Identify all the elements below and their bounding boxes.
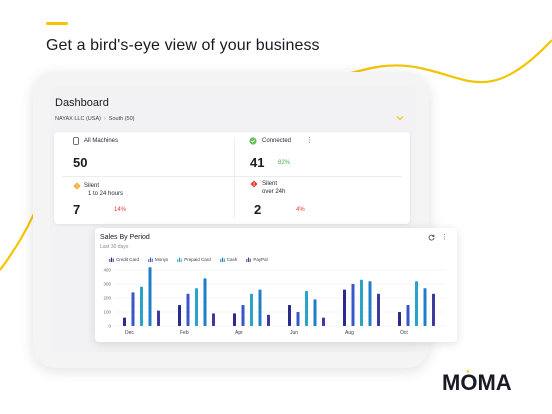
bar-cash-apr[interactable] bbox=[258, 289, 262, 326]
bar-credit-card-feb[interactable] bbox=[178, 305, 181, 326]
connected-label: Connected bbox=[262, 138, 292, 144]
chevron-right-icon: › bbox=[103, 116, 106, 122]
bar-prepaid-card-jun[interactable] bbox=[305, 291, 308, 326]
page-headline: Get a bird's-eye view of your business bbox=[46, 37, 320, 54]
bar-chart-icon bbox=[148, 257, 153, 262]
moma-logo: MOMA bbox=[442, 370, 512, 394]
silent-short-percent: 14% bbox=[114, 207, 127, 213]
bar-monyx-apr[interactable] bbox=[241, 305, 245, 326]
legend-item[interactable]: Credit Card bbox=[109, 257, 139, 262]
chart-legend: Credit Card Monyx Prepaid Card Cash PayPal bbox=[109, 257, 268, 262]
x-tick-label: Aug bbox=[345, 330, 354, 336]
bar-paypal-dec[interactable] bbox=[157, 310, 160, 326]
sales-subtitle: Last 30 days bbox=[100, 244, 129, 250]
silent-long-value[interactable]: 2 bbox=[254, 202, 262, 217]
y-tick-label: 100 bbox=[103, 310, 111, 315]
alert-diamond-icon bbox=[250, 180, 258, 188]
legend-label: Monyx bbox=[155, 257, 169, 262]
silent-long-label: Silent bbox=[262, 181, 278, 187]
bar-monyx-jun[interactable] bbox=[296, 312, 300, 326]
tablet-icon bbox=[73, 137, 79, 145]
legend-label: Prepaid Card bbox=[184, 257, 211, 262]
bar-cash-aug[interactable] bbox=[368, 281, 372, 326]
bar-cash-dec[interactable] bbox=[148, 267, 152, 326]
y-tick-label: 0 bbox=[108, 324, 111, 329]
legend-item[interactable]: Prepaid Card bbox=[177, 257, 211, 262]
divider bbox=[62, 176, 402, 177]
bar-prepaid-card-apr[interactable] bbox=[250, 293, 253, 326]
more-options-icon[interactable]: ⋮ bbox=[306, 137, 313, 144]
silent-short-value[interactable]: 7 bbox=[73, 202, 81, 217]
legend-item[interactable]: Monyx bbox=[148, 257, 168, 262]
bar-chart-icon bbox=[109, 257, 114, 262]
bar-credit-card-oct[interactable] bbox=[398, 312, 401, 326]
bar-cash-oct[interactable] bbox=[423, 288, 427, 326]
breadcrumb-item-region[interactable]: South (50) bbox=[108, 116, 135, 122]
warning-diamond-icon bbox=[73, 182, 81, 190]
bar-cash-feb[interactable] bbox=[203, 278, 207, 326]
machine-stats-card: All Machines 50 Connected ⋮ 41 82% Silen… bbox=[54, 132, 410, 224]
sales-bar-chart: 0 100 200 300 400 Dec Feb Apr Jun Aug Oct bbox=[103, 267, 445, 336]
bar-prepaid-card-oct[interactable] bbox=[415, 281, 418, 326]
x-tick-label: Jun bbox=[290, 330, 298, 336]
svg-text:MOMA: MOMA bbox=[442, 370, 512, 394]
bar-credit-card-jun[interactable] bbox=[288, 305, 291, 326]
silent-short-sublabel: 1 to 24 hours bbox=[88, 191, 124, 197]
bar-credit-card-dec[interactable] bbox=[123, 317, 126, 326]
chevron-down-icon[interactable] bbox=[395, 114, 405, 122]
refresh-icon[interactable] bbox=[428, 234, 435, 241]
sales-by-period-card: Sales By Period Last 30 days ⋮ Credit Ca… bbox=[95, 228, 457, 342]
bar-chart-icon bbox=[246, 257, 252, 262]
sales-actions: ⋮ bbox=[428, 234, 448, 241]
x-tick-label: Oct bbox=[400, 330, 408, 336]
dashboard-title: Dashboard bbox=[55, 97, 109, 109]
bar-credit-card-apr[interactable] bbox=[233, 313, 236, 326]
y-tick-label: 400 bbox=[103, 268, 111, 273]
bar-paypal-oct[interactable] bbox=[432, 293, 435, 326]
sales-title: Sales By Period bbox=[100, 234, 150, 241]
silent-long-sublabel: over 24h bbox=[262, 189, 286, 195]
x-tick-label: Dec bbox=[125, 330, 134, 336]
legend-item[interactable]: Cash bbox=[220, 257, 238, 262]
bar-paypal-feb[interactable] bbox=[212, 313, 215, 326]
accent-line bbox=[46, 22, 68, 25]
y-tick-label: 300 bbox=[103, 282, 111, 287]
all-machines-label: All Machines bbox=[84, 138, 119, 144]
connected-value[interactable]: 41 bbox=[250, 155, 265, 170]
bar-prepaid-card-dec[interactable] bbox=[140, 286, 143, 326]
bar-paypal-aug[interactable] bbox=[377, 293, 380, 326]
bar-cash-jun[interactable] bbox=[313, 299, 317, 326]
silent-long-percent: 4% bbox=[296, 207, 305, 213]
legend-label: Cash bbox=[226, 257, 238, 262]
check-circle-icon bbox=[249, 137, 257, 145]
connected-percent: 82% bbox=[278, 160, 291, 166]
more-options-icon[interactable]: ⋮ bbox=[441, 234, 448, 241]
all-machines-value[interactable]: 50 bbox=[73, 155, 88, 170]
bar-chart-icon bbox=[220, 257, 225, 262]
bar-monyx-aug[interactable] bbox=[351, 284, 355, 326]
bar-monyx-dec[interactable] bbox=[131, 292, 135, 326]
silent-short-label: Silent bbox=[84, 183, 100, 189]
bar-prepaid-card-aug[interactable] bbox=[360, 279, 363, 326]
breadcrumb-item-org[interactable]: NAYAX LLC (USA) bbox=[55, 116, 101, 122]
y-tick-label: 200 bbox=[103, 296, 111, 301]
legend-label: PayPal bbox=[253, 257, 268, 262]
divider bbox=[234, 138, 235, 218]
bar-monyx-feb[interactable] bbox=[186, 293, 190, 326]
bar-paypal-apr[interactable] bbox=[267, 314, 270, 326]
x-tick-label: Apr bbox=[235, 330, 243, 336]
bar-chart-icon bbox=[177, 257, 182, 262]
bar-credit-card-aug[interactable] bbox=[343, 289, 346, 326]
x-tick-label: Feb bbox=[180, 330, 189, 336]
legend-item[interactable]: PayPal bbox=[246, 257, 268, 262]
breadcrumb: NAYAX LLC (USA) › South (50) bbox=[55, 116, 134, 122]
legend-label: Credit Card bbox=[116, 257, 140, 262]
bar-paypal-jun[interactable] bbox=[322, 317, 325, 326]
bar-prepaid-card-feb[interactable] bbox=[195, 288, 198, 326]
bar-monyx-oct[interactable] bbox=[406, 305, 410, 326]
